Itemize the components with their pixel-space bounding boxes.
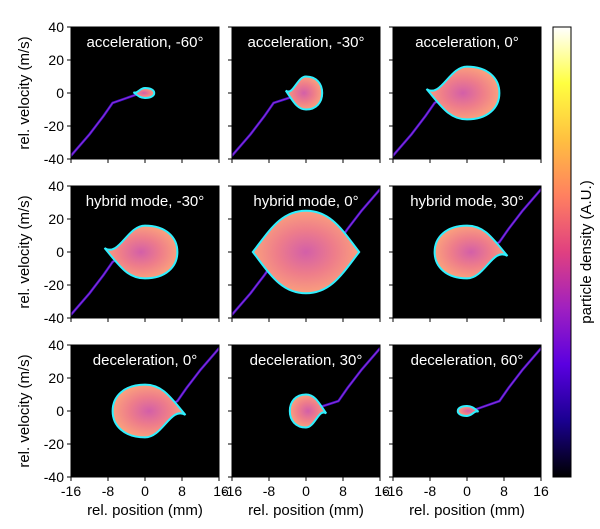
plot-area [232, 188, 380, 316]
phase-space-bucket [251, 209, 361, 295]
phase-space-bucket [456, 405, 480, 417]
y-tick-label: 40 [48, 19, 64, 35]
x-tick-label: 16 [374, 483, 390, 499]
colorbar: particle density (A.U.) [552, 26, 595, 478]
y-tick-label: -20 [44, 277, 64, 293]
tail-stream-core [317, 347, 380, 409]
panel: acceleration, -30° [228, 26, 381, 163]
y-tick-label: -40 [44, 469, 64, 485]
panel-label: deceleration, 0° [93, 352, 197, 369]
x-tick-label: -16 [61, 483, 81, 499]
y-axis-title: rel. velocity (m/s) [16, 195, 33, 308]
x-tick-label: 8 [339, 483, 347, 499]
x-tick-label: -8 [424, 483, 437, 499]
panel: -40 -20 0 20 40 rel. velocity (m/s) accelerati… [16, 19, 220, 167]
x-tick-label: 0 [302, 483, 310, 499]
panel-label: deceleration, 60° [411, 352, 524, 369]
x-tick-label: 16 [533, 483, 549, 499]
phase-space-bucket [132, 87, 156, 99]
plot-area [71, 224, 179, 316]
panel-label: acceleration, -30° [248, 34, 365, 51]
colorbar-label: particle density (A.U.) [578, 180, 595, 323]
panel: -16 -8 0 8 16 rel. position (mm) deceleration,… [222, 344, 390, 519]
y-tick-label: 0 [56, 85, 64, 101]
panel-label: hybrid mode, 30° [410, 193, 524, 210]
panel-label: acceleration, 0° [415, 34, 519, 51]
x-tick-label: 16 [213, 483, 229, 499]
y-tick-label: 40 [48, 337, 64, 353]
y-tick-label: 20 [48, 370, 64, 386]
x-axis-title: rel. position (mm) [248, 502, 364, 519]
x-tick-label: -16 [383, 483, 403, 499]
panel: acceleration, 0° [389, 26, 542, 163]
tail-stream-core [232, 95, 295, 157]
panel-label: hybrid mode, -30° [86, 193, 205, 210]
y-axis-title: rel. velocity (m/s) [16, 354, 33, 467]
panel: -16 -8 0 8 16 rel. position (mm) deceleration,… [383, 344, 549, 519]
phase-space-bucket [111, 383, 187, 439]
panel: hybrid mode, 0° [228, 185, 381, 322]
y-tick-label: 40 [48, 178, 64, 194]
phase-space-bucket [425, 65, 501, 121]
y-tick-label: 20 [48, 211, 64, 227]
y-tick-label: -20 [44, 436, 64, 452]
x-tick-label: 0 [463, 483, 471, 499]
y-tick-label: 0 [56, 244, 64, 260]
x-tick-label: -16 [222, 483, 242, 499]
tail-stream-core [473, 347, 541, 411]
y-tick-label: -40 [44, 151, 64, 167]
panel: -40 -20 0 20 40 rel. velocity (m/s) -16 -8 0 8 16 r… [16, 337, 229, 519]
x-axis-title: rel. position (mm) [409, 502, 525, 519]
y-tick-label: 20 [48, 52, 64, 68]
y-tick-label: -20 [44, 118, 64, 134]
plot-area [288, 347, 380, 429]
phase-space-bucket [288, 393, 328, 429]
x-tick-label: 8 [178, 483, 186, 499]
x-tick-label: 8 [500, 483, 508, 499]
y-tick-label: -40 [44, 310, 64, 326]
x-tick-label: -8 [102, 483, 115, 499]
panel-label: deceleration, 30° [250, 352, 363, 369]
plot-area [456, 347, 541, 417]
plot-area [393, 65, 501, 157]
plot-area [111, 347, 219, 439]
x-tick-label: -8 [263, 483, 276, 499]
phase-space-bucket [433, 224, 509, 280]
tail-stream-core [71, 93, 139, 157]
x-axis-title: rel. position (mm) [87, 502, 203, 519]
panel: -40 -20 0 20 40 rel. velocity (m/s) hybrid mod… [16, 178, 220, 326]
plot-area [433, 188, 541, 280]
y-tick-label: 0 [56, 403, 64, 419]
y-axis-title: rel. velocity (m/s) [16, 36, 33, 149]
colorbar-scale [552, 26, 572, 478]
panel: hybrid mode, 30° [389, 185, 542, 322]
phase-space-bucket [284, 75, 324, 111]
phase-space-bucket [103, 224, 179, 280]
plot-area [232, 75, 324, 157]
plot-area [71, 87, 156, 157]
x-tick-label: 0 [141, 483, 149, 499]
panel-label: hybrid mode, 0° [253, 193, 358, 210]
panel-label: acceleration, -60° [87, 34, 204, 51]
